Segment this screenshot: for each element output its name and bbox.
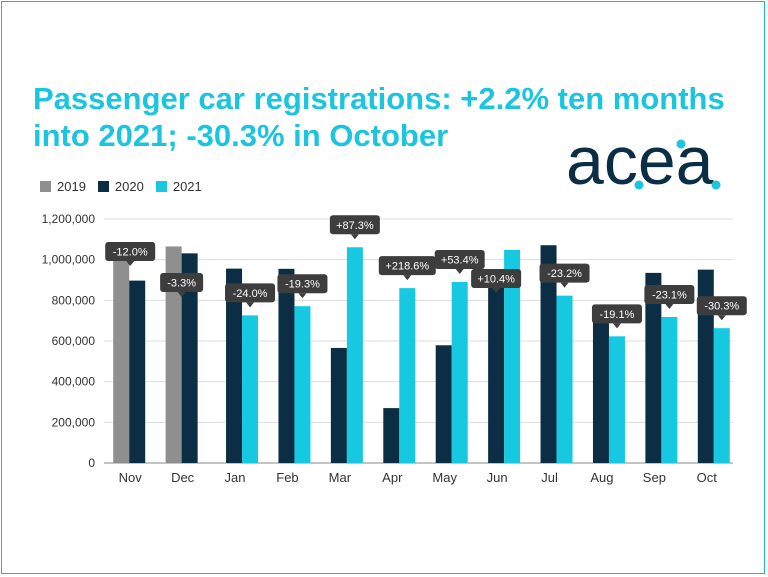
- x-tick-label: Sep: [643, 470, 666, 485]
- callout-label: +87.3%: [336, 220, 374, 232]
- callout-box: [591, 304, 642, 324]
- acea-logo: acea: [566, 123, 726, 203]
- callout-box: [696, 296, 747, 316]
- bar: [181, 253, 198, 463]
- x-tick-label: Jan: [225, 470, 246, 485]
- logo-dot: [676, 139, 686, 149]
- bar: [608, 336, 625, 463]
- legend-swatch: [155, 180, 167, 192]
- bar: [451, 282, 468, 463]
- bar: [129, 280, 146, 463]
- bar: [435, 345, 452, 463]
- bar: [330, 347, 347, 463]
- bar: [383, 408, 400, 463]
- bar: [113, 255, 130, 463]
- y-tick-label: 1,000,000: [42, 253, 96, 267]
- chart-legend: 2019 2020 2021: [40, 178, 202, 194]
- bar: [165, 246, 182, 463]
- callout-pointer: [126, 261, 135, 266]
- legend-swatch: [40, 180, 51, 192]
- callout-label: +218.6%: [385, 261, 429, 273]
- callout-label: -24.0%: [233, 288, 268, 300]
- callout-pointer: [177, 292, 186, 297]
- bar: [645, 272, 662, 463]
- x-tick-label: Mar: [329, 470, 352, 485]
- bar: [504, 249, 521, 463]
- callout-pointer: [246, 302, 255, 308]
- legend-item-2021: 2021: [155, 178, 202, 194]
- bar: [697, 269, 714, 463]
- callout-pointer: [560, 282, 569, 288]
- callout-box: [434, 250, 485, 270]
- bar: [713, 328, 730, 463]
- x-tick-label: Nov: [119, 470, 143, 485]
- x-tick-label: Jun: [487, 470, 508, 485]
- legend-item-2020: 2020: [97, 178, 144, 194]
- callout-box: [160, 273, 204, 292]
- callout-label: +10.4%: [477, 274, 515, 286]
- callout-label: -19.3%: [285, 279, 320, 291]
- callout-pointer: [492, 288, 501, 293]
- bar: [278, 268, 295, 463]
- callout-box: [539, 263, 590, 283]
- x-tick-label: Aug: [590, 470, 613, 485]
- callout-pointer: [350, 234, 359, 240]
- callout-pointer: [403, 275, 412, 281]
- x-tick-label: Feb: [276, 470, 298, 485]
- legend-label: 2020: [114, 178, 144, 194]
- y-tick-label: 800,000: [52, 293, 96, 307]
- bar: [294, 306, 311, 463]
- legend-item-2019: 2019: [40, 179, 86, 194]
- y-tick-label: 1,200,000: [42, 212, 96, 226]
- y-tick-label: 400,000: [52, 375, 96, 389]
- x-tick-label: May: [432, 470, 457, 485]
- bar: [242, 315, 259, 463]
- chart-title: Passenger car registrations: +2.2% ten m…: [33, 81, 725, 153]
- y-tick-label: 200,000: [52, 415, 96, 429]
- bar: [540, 245, 557, 463]
- callout-label: -12.0%: [113, 247, 148, 259]
- y-tick-label: 600,000: [52, 334, 96, 348]
- x-tick-label: Oct: [697, 470, 718, 485]
- legend-swatch: [97, 180, 109, 192]
- callout-label: -23.2%: [547, 268, 582, 280]
- callout-box: [471, 269, 522, 288]
- legend-label: 2021: [172, 178, 202, 194]
- callout-box: [378, 256, 436, 276]
- y-tick-label: 0: [88, 456, 95, 470]
- legend-label: 2019: [57, 178, 86, 194]
- logo-dot: [711, 180, 721, 190]
- callout-box: [644, 285, 695, 305]
- x-tick-label: Jul: [541, 470, 558, 485]
- callout-box: [329, 215, 380, 235]
- x-tick-label: Apr: [382, 470, 403, 485]
- callout-pointer: [298, 293, 307, 299]
- bar: [556, 295, 573, 463]
- callout-box: [225, 283, 276, 303]
- x-tick-label: Dec: [171, 470, 195, 485]
- callout-pointer: [455, 269, 464, 275]
- callout-pointer: [665, 304, 674, 310]
- logo-dot: [634, 180, 644, 190]
- bar: [488, 271, 505, 463]
- callout-label: -23.1%: [652, 290, 687, 302]
- callout-box: [277, 274, 328, 294]
- bar: [399, 288, 416, 463]
- callout-label: -3.3%: [167, 278, 196, 290]
- callout-label: +53.4%: [441, 255, 479, 267]
- bar: [661, 317, 678, 463]
- callout-pointer: [612, 323, 621, 329]
- callout-box: [105, 242, 156, 261]
- callout-pointer: [717, 315, 726, 321]
- callout-label: -30.3%: [704, 301, 739, 313]
- bar: [592, 306, 609, 463]
- bar: [346, 247, 363, 463]
- callout-label: -19.1%: [600, 309, 635, 321]
- bar: [226, 268, 243, 463]
